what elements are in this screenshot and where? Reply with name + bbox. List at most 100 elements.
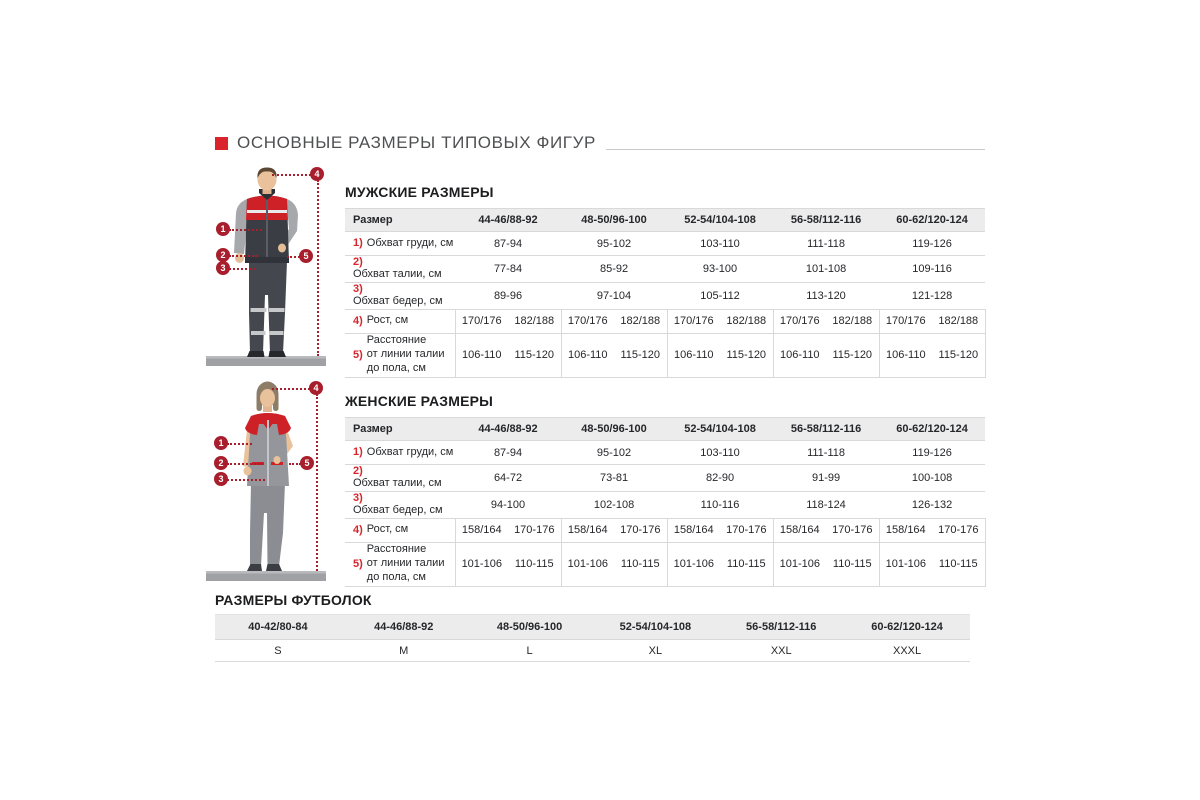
size-column-header: 60-62/120-124 <box>879 208 986 232</box>
measurement-row-label: 2)Обхват талии, см <box>345 464 455 492</box>
split-measurement-row: 4) Рост, см 158/164 170-176 158/164 170-176 15… <box>345 518 986 543</box>
row-label-text: Обхват груди, см <box>366 445 454 458</box>
measurement-row-label: 4) Рост, см <box>345 309 455 334</box>
tshirt-size-header-row: 40-42/80-84 44-46/88-92 48-50/96-100 52-54/… <box>215 614 970 640</box>
measurement-value-cell: 119-126 <box>879 440 986 465</box>
size-column-header: 44-46/88-92 <box>455 417 562 441</box>
measurement-value-cell: 121-128 <box>879 282 986 310</box>
measurement-value-cell: 111-118 <box>773 440 880 465</box>
measurement-row-label: 5)Расстояние от линии талии до пола, см <box>345 542 455 587</box>
measurement-subvalue-cell: 115-120 <box>826 333 880 378</box>
size-column-header: 60-62/120-124 <box>879 417 986 441</box>
measure-marker-2: 2 <box>216 248 230 262</box>
measurement-value-cell: 82-90 <box>667 464 774 492</box>
measurement-value-cell: 91-99 <box>773 464 880 492</box>
measurement-value-cell: 100-108 <box>879 464 986 492</box>
measure-guide-line <box>227 442 252 445</box>
split-measurement-row: 5)Расстояние от линии талии до пола, см 1… <box>345 333 986 378</box>
tshirt-size-header: 48-50/96-100 <box>466 614 593 640</box>
measurement-subvalue-cell: 158/164 <box>666 518 721 543</box>
row-number: 1) <box>353 446 363 459</box>
row-number: 5) <box>353 557 363 570</box>
size-column-header: 48-50/96-100 <box>561 417 668 441</box>
measurement-value-cell: 109-116 <box>879 255 986 283</box>
measurement-row: 2)Обхват талии, см 77-84 85-92 93-100 101-10… <box>345 255 986 283</box>
measurement-subvalue-cell: 182/188 <box>614 309 668 334</box>
measurement-value-cell: 94-100 <box>455 491 562 519</box>
tshirt-letter-cell: S <box>215 639 341 662</box>
size-header-row: Размер 44-46/88-92 48-50/96-100 52-54/104-1… <box>345 208 986 232</box>
size-corner-label: Размер <box>345 417 455 441</box>
row-number: 4) <box>353 523 363 536</box>
measure-guide-line <box>227 462 263 465</box>
measurement-row-label: 2)Обхват талии, см <box>345 255 455 283</box>
measurement-subvalue-cell: 110-115 <box>614 542 668 587</box>
row-number: 3) <box>353 282 363 295</box>
tshirt-letter-cell: XL <box>592 639 719 662</box>
tshirt-letter-cell: XXXL <box>844 639 970 662</box>
measurement-row-label: 1) Обхват груди, см <box>345 231 455 256</box>
measurement-value-cell: 102-108 <box>561 491 668 519</box>
size-column-header: 44-46/88-92 <box>455 208 562 232</box>
measurement-subvalue-cell: 101-106 <box>772 542 827 587</box>
size-column-header: 56-58/112-116 <box>773 417 880 441</box>
tshirt-table-grid: 40-42/80-84 44-46/88-92 48-50/96-100 52-54/… <box>215 614 970 662</box>
row-number: 1) <box>353 237 363 250</box>
measure-guide-line <box>287 255 300 258</box>
measurement-subvalue-cell: 170/176 <box>454 309 508 334</box>
measure-guide-line <box>272 387 310 390</box>
measurement-subvalue-cell: 182/188 <box>720 309 774 334</box>
measure-marker-5: 5 <box>299 249 313 263</box>
measurement-row-label: 1) Обхват груди, см <box>345 440 455 465</box>
measurement-row-label: 3)Обхват бедер, см <box>345 282 455 310</box>
mens-size-table: Размер 44-46/88-92 48-50/96-100 52-54/104-1… <box>345 208 986 378</box>
measurement-value-cell: 101-108 <box>773 255 880 283</box>
size-column-header: 52-54/104-108 <box>667 208 774 232</box>
measurement-subvalue-cell: 101-106 <box>454 542 508 587</box>
measurement-value-cell: 87-94 <box>455 440 562 465</box>
measurement-value-cell: 95-102 <box>561 231 668 256</box>
split-measurement-row: 4) Рост, см 170/176 182/188 170/176 182/188 17… <box>345 309 986 334</box>
measurement-subvalue-cell: 182/188 <box>508 309 562 334</box>
measure-guide-line <box>229 228 262 231</box>
female-figure-illustration: 1 2 3 4 5 <box>205 378 340 585</box>
measurement-subvalue-cell: 110-115 <box>932 542 986 587</box>
split-measurement-row: 5)Расстояние от линии талии до пола, см 1… <box>345 542 986 587</box>
measurement-subvalue-cell: 170-176 <box>932 518 986 543</box>
tshirt-size-header: 40-42/80-84 <box>215 614 341 640</box>
measurement-row: 1) Обхват груди, см 87-94 95-102 103-110 111-… <box>345 231 986 256</box>
title-bullet-icon <box>215 137 228 150</box>
row-number: 5) <box>353 348 363 361</box>
measurement-value-cell: 97-104 <box>561 282 668 310</box>
measure-marker-1: 1 <box>214 436 228 450</box>
measurement-value-cell: 93-100 <box>667 255 774 283</box>
womens-sizes-heading: ЖЕНСКИЕ РАЗМЕРЫ <box>345 393 494 409</box>
size-column-header: 48-50/96-100 <box>561 208 668 232</box>
womens-table-grid: Размер 44-46/88-92 48-50/96-100 52-54/104-1… <box>345 417 986 587</box>
row-label-text: Обхват талии, см <box>353 477 442 489</box>
male-worker-drawing <box>206 167 326 366</box>
title-rule <box>605 149 985 150</box>
measurement-subvalue-cell: 106-110 <box>772 333 827 378</box>
measurement-subvalue-cell: 101-106 <box>560 542 615 587</box>
tshirt-size-header: 52-54/104-108 <box>592 614 719 640</box>
measurement-subvalue-cell: 158/164 <box>772 518 827 543</box>
row-number: 2) <box>353 465 363 477</box>
measurement-subvalue-cell: 110-115 <box>508 542 562 587</box>
measurement-row-label: 4) Рост, см <box>345 518 455 543</box>
measurement-subvalue-cell: 115-120 <box>508 333 562 378</box>
measurement-row-label: 5)Расстояние от линии талии до пола, см <box>345 333 455 378</box>
measurement-subvalue-cell: 182/188 <box>932 309 986 334</box>
size-corner-label: Размер <box>345 208 455 232</box>
row-label-text: Обхват груди, см <box>366 236 454 249</box>
size-header-row: Размер 44-46/88-92 48-50/96-100 52-54/104-1… <box>345 417 986 441</box>
measure-guide-line <box>289 462 301 465</box>
measure-marker-2: 2 <box>214 456 228 470</box>
measurement-row-label: 3)Обхват бедер, см <box>345 491 455 519</box>
measurement-row: 1) Обхват груди, см 87-94 95-102 103-110 111-… <box>345 440 986 465</box>
measurement-subvalue-cell: 110-115 <box>826 542 880 587</box>
measure-marker-3: 3 <box>216 261 230 275</box>
measurement-subvalue-cell: 101-106 <box>878 542 933 587</box>
measurement-subvalue-cell: 170-176 <box>826 518 880 543</box>
